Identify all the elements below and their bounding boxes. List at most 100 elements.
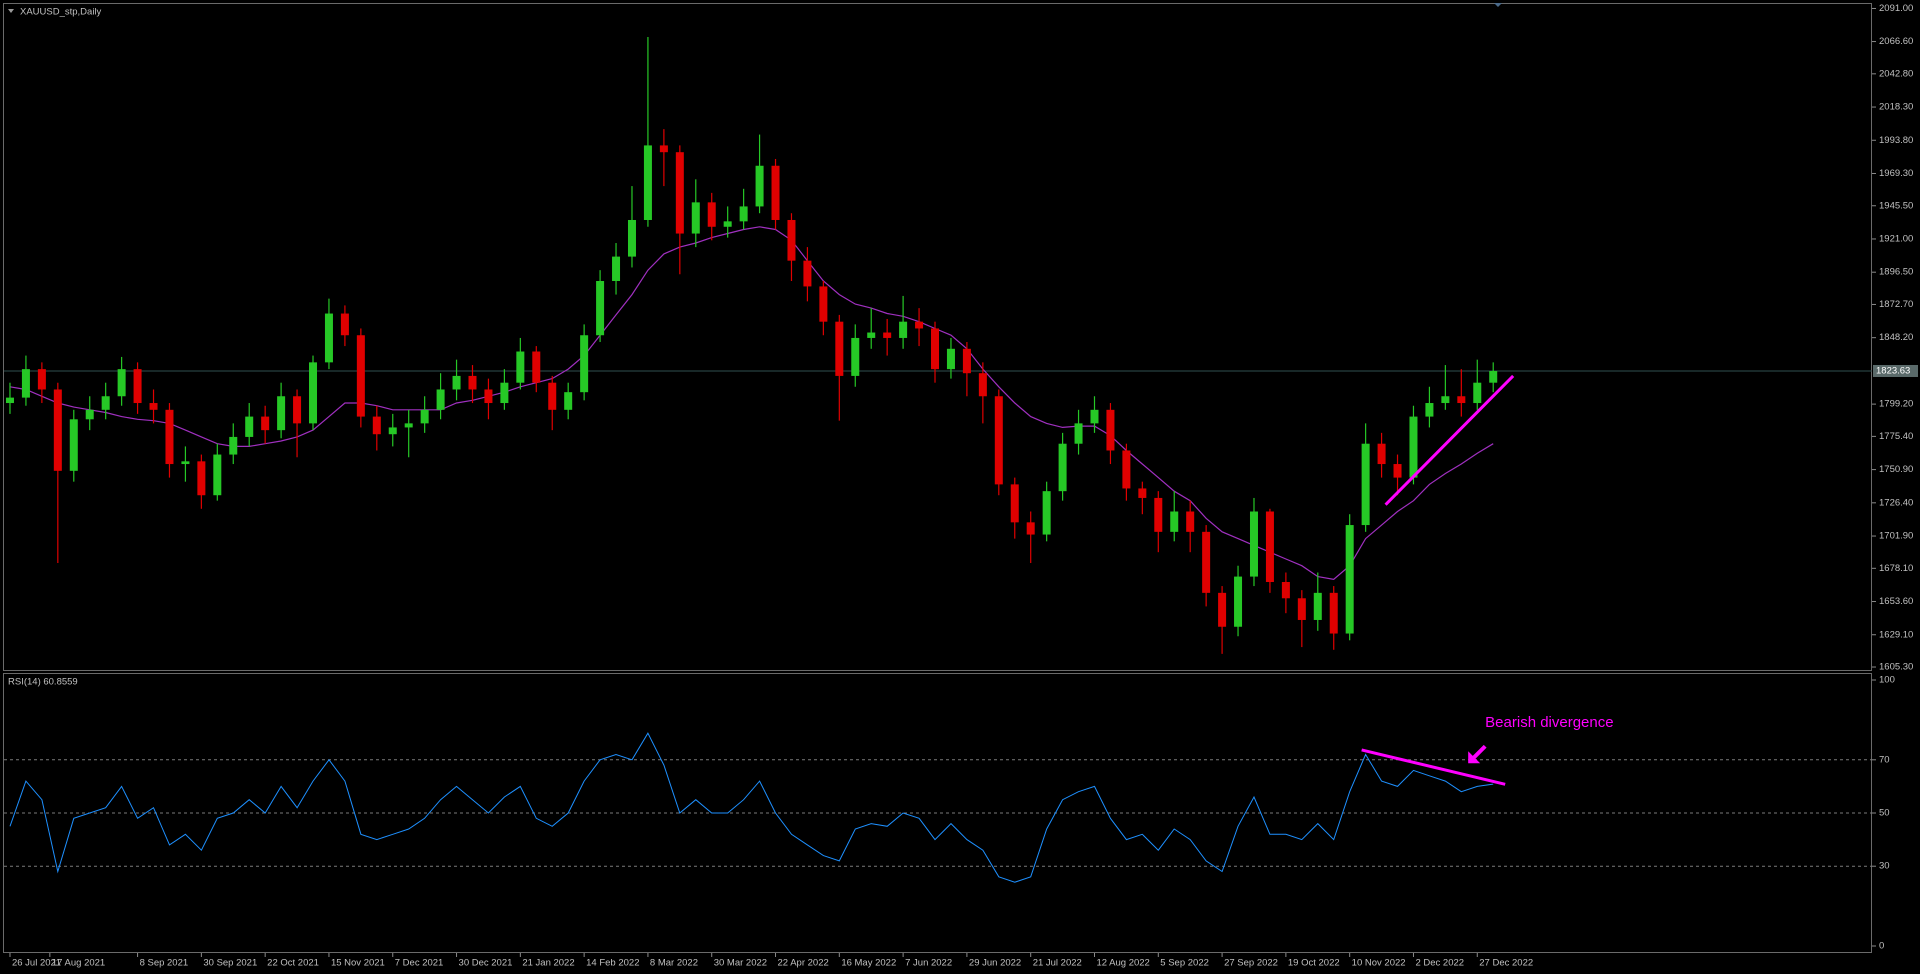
candle-body — [659, 145, 668, 153]
candle-body — [1393, 464, 1402, 478]
candle-body — [293, 396, 302, 424]
candle-body — [883, 332, 892, 338]
x-tick-label: 8 Sep 2021 — [140, 958, 189, 969]
candle-body — [1218, 592, 1227, 627]
candle-body — [1441, 396, 1450, 404]
candle-body — [21, 369, 30, 398]
candle-body — [165, 409, 174, 465]
x-tick-label: 30 Sep 2021 — [203, 958, 257, 969]
candle-body — [1473, 382, 1482, 404]
x-tick-label: 21 Jul 2022 — [1033, 958, 1082, 969]
candle-body — [627, 219, 636, 257]
candle-body — [978, 373, 987, 397]
y-tick-label: 2066.60 — [1879, 36, 1913, 47]
candle-body — [819, 286, 828, 322]
y-tick-label: 1921.00 — [1879, 233, 1913, 244]
annotation-arrowhead — [1468, 751, 1481, 764]
indicator-line — [9, 732, 1494, 883]
candle-body — [277, 396, 286, 431]
collapse-triangle[interactable] — [8, 9, 14, 13]
x-tick-label: 19 Oct 2022 — [1288, 958, 1340, 969]
x-tick-label: 22 Apr 2022 — [778, 958, 829, 969]
y-tick-label: 1945.50 — [1879, 200, 1913, 211]
candle-body — [1345, 525, 1354, 634]
candle-body — [1042, 491, 1051, 535]
candle-body — [1122, 450, 1131, 489]
candle-body — [1170, 511, 1179, 532]
candle-body — [1361, 443, 1370, 526]
x-tick-label: 15 Nov 2021 — [331, 958, 385, 969]
candle-body — [516, 351, 525, 383]
candle-body — [452, 375, 461, 390]
y-tick-label: 2042.80 — [1879, 68, 1913, 79]
y-tick-label: 70 — [1879, 754, 1890, 765]
x-tick-label: 16 May 2022 — [841, 958, 896, 969]
candle-body — [1329, 592, 1338, 634]
candle-body — [532, 351, 541, 383]
x-tick-label: 5 Sep 2022 — [1160, 958, 1209, 969]
candle-body — [500, 382, 509, 404]
candle-body — [69, 419, 78, 471]
x-tick-label: 21 Jan 2022 — [522, 958, 574, 969]
candle-body — [962, 348, 971, 374]
candle-body — [994, 396, 1003, 485]
candle-body — [101, 396, 110, 410]
candle-body — [1106, 409, 1115, 451]
candle-body — [1186, 511, 1195, 532]
x-tick-label: 27 Sep 2022 — [1224, 958, 1278, 969]
x-tick-label: 12 Aug 2022 — [1096, 958, 1149, 969]
trend-line — [1361, 748, 1506, 786]
candle-body — [1074, 423, 1083, 444]
candle-body — [436, 389, 445, 410]
candle-body — [133, 369, 142, 404]
candle-body — [643, 145, 652, 220]
x-tick-label: 14 Feb 2022 — [586, 958, 639, 969]
y-tick-label: 1726.40 — [1879, 497, 1913, 508]
x-tick-label: 30 Mar 2022 — [714, 958, 767, 969]
candle-body — [340, 313, 349, 336]
candle-body — [803, 260, 812, 287]
candle-body — [691, 202, 700, 234]
candle-body — [1313, 592, 1322, 620]
price-panel-frame — [3, 3, 1872, 671]
candle-body — [1489, 370, 1498, 383]
candle-body — [1202, 531, 1211, 593]
current-price-label: 1823.63 — [1876, 366, 1910, 377]
candle-body — [835, 321, 844, 376]
candle-body — [149, 403, 158, 410]
candle-body — [37, 369, 46, 390]
candle-body — [1377, 443, 1386, 465]
shift-marker — [1494, 3, 1502, 7]
candle-body — [197, 461, 206, 496]
candle-body — [596, 281, 605, 336]
x-tick-label: 26 Jul 2021 — [12, 958, 61, 969]
y-tick-label: 1605.30 — [1879, 662, 1913, 673]
candle-body — [1265, 511, 1274, 583]
candle-body — [324, 313, 333, 363]
candle-body — [245, 416, 254, 437]
candle-body — [1154, 497, 1163, 532]
x-tick-label: 22 Oct 2021 — [267, 958, 319, 969]
candle-body — [1297, 598, 1306, 620]
x-tick-label: 2 Dec 2022 — [1415, 958, 1464, 969]
x-tick-label: 7 Jun 2022 — [905, 958, 952, 969]
candle-body — [181, 461, 190, 465]
candle-body — [1090, 409, 1099, 424]
candle-body — [404, 423, 413, 428]
candle-body — [548, 382, 557, 410]
y-tick-label: 1629.10 — [1879, 629, 1913, 640]
candle-body — [739, 206, 748, 222]
candle-body — [867, 332, 876, 338]
candle-body — [915, 321, 924, 329]
candle-body — [1138, 488, 1147, 498]
candle-body — [484, 389, 493, 404]
y-tick-label: 1896.50 — [1879, 267, 1913, 278]
candle-body — [946, 348, 955, 370]
y-tick-label: 1848.20 — [1879, 332, 1913, 343]
candle-body — [612, 256, 621, 282]
x-tick-label: 27 Dec 2022 — [1479, 958, 1533, 969]
candle-body — [1409, 416, 1418, 478]
candle-body — [1281, 582, 1290, 599]
candle-body — [1234, 576, 1243, 627]
